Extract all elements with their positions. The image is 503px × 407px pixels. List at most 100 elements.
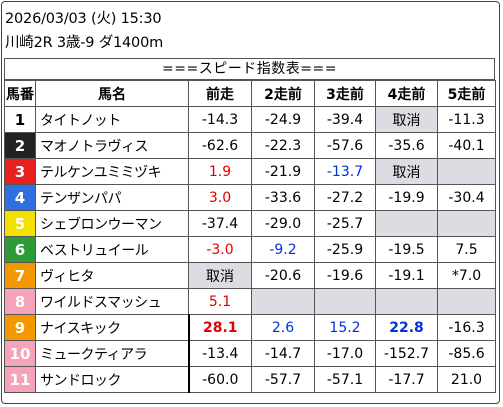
horse-number: 8 — [4, 288, 36, 315]
speed-value: -9.2 — [251, 236, 315, 263]
col-header-5-races-ago: 5走前 — [437, 80, 496, 107]
speed-value: -16.3 — [437, 314, 496, 341]
horse-number: 7 — [4, 262, 36, 289]
table-banner: ===スピード指数表=== — [4, 58, 495, 80]
speed-value: -57.7 — [251, 366, 315, 393]
speed-value: -19.9 — [375, 184, 438, 211]
horse-name: テルケンユミミヅキ — [35, 158, 189, 185]
col-header-last-race: 前走 — [188, 80, 252, 107]
speed-value: -30.4 — [437, 184, 496, 211]
table-row: 4 テンザンパパ 3.0 -33.6 -27.2 -19.9 -30.4 — [4, 184, 496, 211]
col-header-number: 馬番 — [4, 80, 36, 107]
speed-value: -13.7 — [314, 158, 376, 185]
horse-number: 3 — [4, 158, 36, 185]
speed-value: -20.6 — [251, 262, 315, 289]
speed-value: -17.7 — [375, 366, 438, 393]
speed-value: -19.5 — [375, 236, 438, 263]
horse-number: 4 — [4, 184, 36, 211]
speed-value: -39.4 — [314, 106, 376, 133]
speed-value: -57.6 — [314, 132, 376, 159]
table-row: 8 ワイルドスマッシュ 5.1 — [4, 288, 496, 315]
speed-value — [437, 210, 496, 237]
speed-value — [375, 288, 438, 315]
table-row: 1 タイトノット -14.3 -24.9 -39.4 取消 -11.3 — [4, 106, 496, 133]
speed-value — [314, 288, 376, 315]
table-row: 10 ミュークティアラ -13.4 -14.7 -17.0 -152.7 -85… — [4, 340, 496, 367]
speed-value: -40.1 — [437, 132, 496, 159]
speed-value: *7.0 — [437, 262, 496, 289]
speed-value: -62.6 — [188, 132, 252, 159]
speed-value: -19.1 — [375, 262, 438, 289]
horse-name: テンザンパパ — [35, 184, 189, 211]
speed-value: 5.1 — [188, 288, 252, 315]
speed-value: -27.2 — [314, 184, 376, 211]
horse-number: 5 — [4, 210, 36, 237]
horse-name: マオノトラヴィス — [35, 132, 189, 159]
horse-name: ヴィヒタ — [35, 262, 189, 289]
speed-value: -25.7 — [314, 210, 376, 237]
speed-value: -3.0 — [188, 236, 252, 263]
table-row: 6 ベストリュイール -3.0 -9.2 -25.9 -19.5 7.5 — [4, 236, 496, 263]
speed-value: 3.0 — [188, 184, 252, 211]
speed-value: 2.6 — [251, 314, 315, 341]
horse-number: 10 — [4, 340, 36, 367]
horse-name: ワイルドスマッシュ — [35, 288, 189, 315]
col-header-4-races-ago: 4走前 — [375, 80, 438, 107]
speed-value: 1.9 — [188, 158, 252, 185]
speed-value: 取消 — [375, 158, 438, 185]
horse-name: ナイスキック — [35, 314, 189, 341]
speed-value: 7.5 — [437, 236, 496, 263]
speed-value: -14.7 — [251, 340, 315, 367]
speed-value: -37.4 — [188, 210, 252, 237]
speed-value: -57.1 — [314, 366, 376, 393]
horse-name: ベストリュイール — [35, 236, 189, 263]
race-info: 川崎2R 3歳-9 ダ1400m — [5, 35, 164, 51]
speed-value: -22.3 — [251, 132, 315, 159]
col-header-3-races-ago: 3走前 — [314, 80, 376, 107]
col-header-horse-name: 馬名 — [35, 80, 189, 107]
horse-name: サンドロック — [35, 366, 189, 393]
table-row: 7 ヴィヒタ 取消 -20.6 -19.6 -19.1 *7.0 — [4, 262, 496, 289]
horse-number: 1 — [4, 106, 36, 133]
table-row: 11 サンドロック -60.0 -57.7 -57.1 -17.7 21.0 — [4, 366, 496, 393]
speed-value: 28.1 — [187, 314, 252, 341]
table-row: 9 ナイスキック 28.1 2.6 15.2 22.8 -16.3 — [4, 314, 496, 341]
speed-value: -13.4 — [187, 340, 252, 367]
speed-value — [437, 288, 496, 315]
speed-value: 22.8 — [375, 314, 438, 341]
header-row: 馬番 馬名 前走 2走前 3走前 4走前 5走前 — [4, 80, 496, 107]
horse-number: 11 — [4, 366, 36, 393]
speed-index-table: 馬番 馬名 前走 2走前 3走前 4走前 5走前 1 タイトノット -14.3 … — [4, 80, 496, 393]
speed-value — [437, 158, 496, 185]
race-datetime: 2026/03/03 (火) 15:30 — [5, 11, 162, 27]
horse-number: 9 — [4, 314, 36, 341]
horse-name: ミュークティアラ — [35, 340, 189, 367]
table-row: 5 シェブロンウーマン -37.4 -29.0 -25.7 — [4, 210, 496, 237]
horse-number: 6 — [4, 236, 36, 263]
speed-value: -60.0 — [187, 366, 252, 393]
horse-name: タイトノット — [35, 106, 189, 133]
speed-value — [251, 288, 315, 315]
speed-value — [375, 210, 438, 237]
speed-value: -33.6 — [251, 184, 315, 211]
speed-value: -14.3 — [188, 106, 252, 133]
speed-value: 取消 — [375, 106, 438, 133]
speed-value: 取消 — [188, 262, 252, 289]
speed-value: -152.7 — [375, 340, 438, 367]
speed-value: -11.3 — [437, 106, 496, 133]
table-row: 3 テルケンユミミヅキ 1.9 -21.9 -13.7 取消 — [4, 158, 496, 185]
speed-value: 21.0 — [437, 366, 496, 393]
horse-number: 2 — [4, 132, 36, 159]
speed-value: -29.0 — [251, 210, 315, 237]
speed-value: -17.0 — [314, 340, 376, 367]
speed-value: 15.2 — [314, 314, 376, 341]
speed-value: -19.6 — [314, 262, 376, 289]
table-row: 2 マオノトラヴィス -62.6 -22.3 -57.6 -35.6 -40.1 — [4, 132, 496, 159]
speed-value: -24.9 — [251, 106, 315, 133]
speed-value: -85.6 — [437, 340, 496, 367]
col-header-2-races-ago: 2走前 — [251, 80, 315, 107]
speed-value: -35.6 — [375, 132, 438, 159]
horse-name: シェブロンウーマン — [35, 210, 189, 237]
speed-value: -25.9 — [314, 236, 376, 263]
